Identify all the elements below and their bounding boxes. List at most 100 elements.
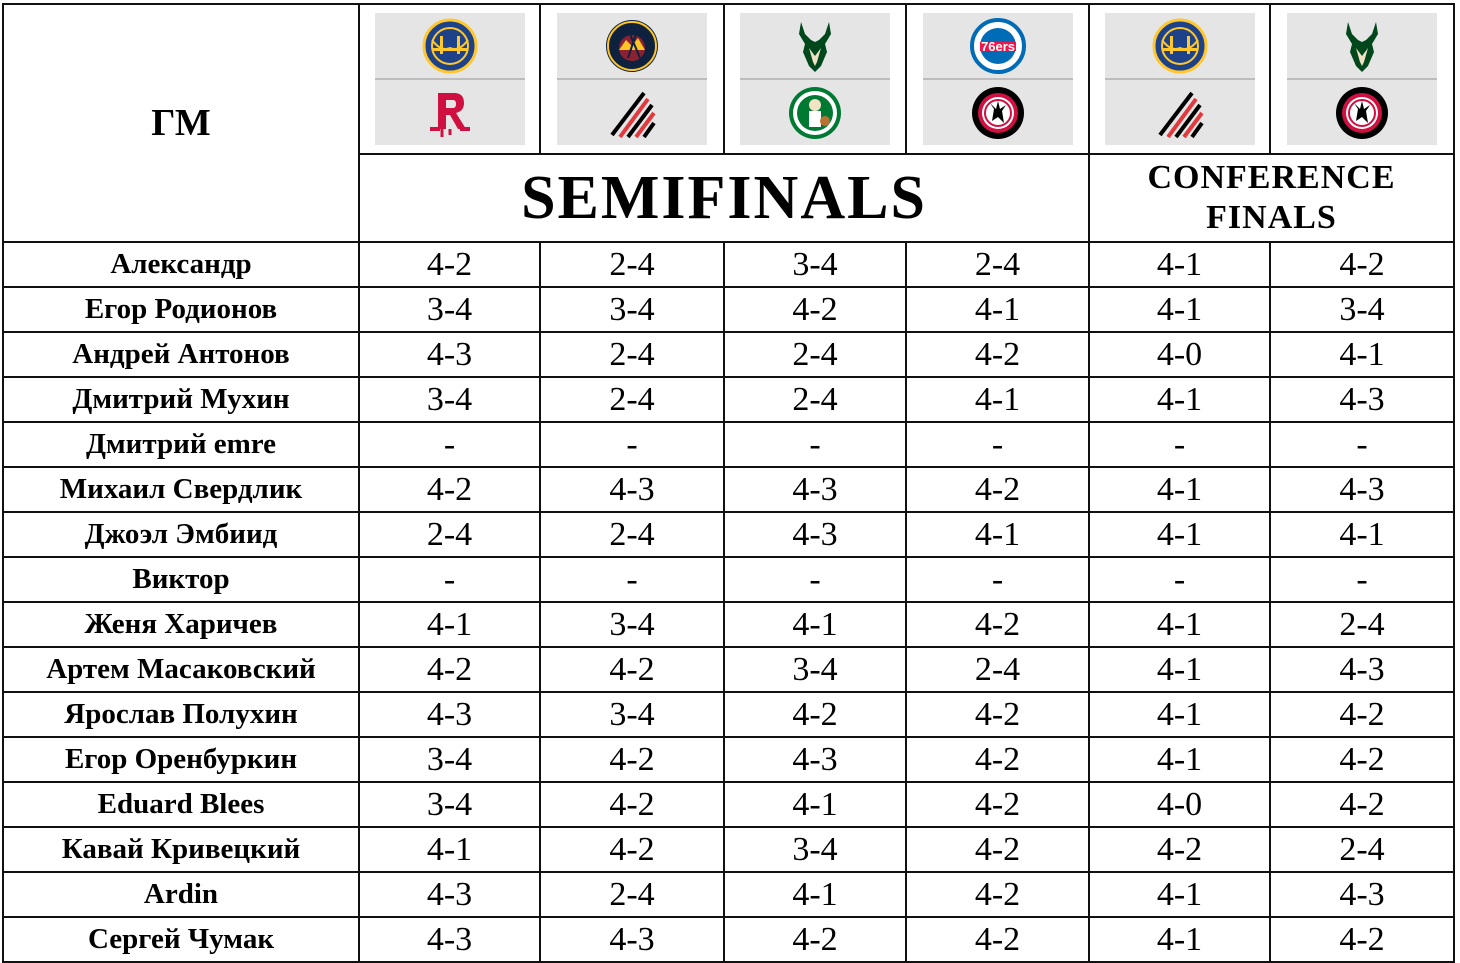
bucks-logo-icon bbox=[799, 21, 831, 72]
table-row: Александр 4-2 2-4 3-4 2-4 4-1 4-2 bbox=[2, 241, 1455, 288]
series-pick: 3-4 bbox=[723, 826, 907, 873]
series-pick: 3-4 bbox=[723, 241, 907, 288]
series-pick: 4-2 bbox=[1269, 691, 1455, 738]
raptors-logo-box bbox=[922, 78, 1073, 145]
gm-name: Кавай Кривецкий bbox=[2, 826, 360, 873]
series-pick: 2-4 bbox=[1269, 601, 1455, 648]
series-pick: 4-2 bbox=[539, 646, 725, 693]
gm-name: Ardin bbox=[2, 871, 360, 918]
matchup-header bbox=[358, 3, 541, 155]
series-pick: - bbox=[539, 421, 725, 468]
series-pick: - bbox=[1269, 421, 1455, 468]
series-pick: 4-1 bbox=[1088, 691, 1271, 738]
series-pick: 4-2 bbox=[1269, 736, 1455, 783]
series-pick: 4-1 bbox=[723, 871, 907, 918]
table-row: Артем Масаковский 4-2 4-2 3-4 2-4 4-1 4-3 bbox=[2, 646, 1455, 693]
matchup-logos bbox=[557, 13, 707, 145]
series-pick: 2-4 bbox=[905, 646, 1090, 693]
series-pick: 4-1 bbox=[358, 601, 541, 648]
series-pick: 4-2 bbox=[905, 916, 1090, 963]
series-pick: - bbox=[905, 556, 1090, 603]
series-pick: 4-3 bbox=[539, 466, 725, 513]
bucks-logo-box bbox=[1287, 13, 1437, 78]
table-row: Виктор - - - - - - bbox=[2, 556, 1455, 603]
series-pick: 4-2 bbox=[905, 466, 1090, 513]
table-row: Егор Родионов 3-4 3-4 4-2 4-1 4-1 3-4 bbox=[2, 286, 1455, 333]
series-pick: 2-4 bbox=[539, 241, 725, 288]
gm-name: Сергей Чумак bbox=[2, 916, 360, 963]
gm-column-header: ГМ bbox=[2, 3, 360, 243]
series-pick: 4-1 bbox=[723, 781, 907, 828]
gm-name: Eduard Blees bbox=[2, 781, 360, 828]
prediction-rows: Александр 4-2 2-4 3-4 2-4 4-1 4-2 Егор Родионов… bbox=[2, 241, 1455, 963]
series-pick: 4-1 bbox=[1088, 511, 1271, 558]
series-pick: - bbox=[905, 421, 1090, 468]
trail-blazers-logo-icon bbox=[1157, 91, 1204, 138]
table-row: Дмитрий emre - - - - - - bbox=[2, 421, 1455, 468]
matchup-header: 76ers bbox=[905, 3, 1090, 155]
series-pick: 4-1 bbox=[1088, 736, 1271, 783]
series-pick: 4-2 bbox=[905, 691, 1090, 738]
trail-blazers-logo-box bbox=[557, 78, 707, 145]
series-pick: 4-1 bbox=[905, 511, 1090, 558]
series-pick: 2-4 bbox=[1269, 826, 1455, 873]
raptors-logo-icon bbox=[971, 86, 1024, 139]
gm-name: Егор Оренбуркин bbox=[2, 736, 360, 783]
svg-text:76ers: 76ers bbox=[981, 39, 1015, 54]
warriors-logo-box bbox=[1104, 13, 1255, 78]
series-pick: 4-2 bbox=[358, 241, 541, 288]
rockets-logo-icon bbox=[429, 92, 470, 137]
table-row: Михаил Свердлик 4-2 4-3 4-3 4-2 4-1 4-3 bbox=[2, 466, 1455, 513]
series-pick: 4-2 bbox=[723, 286, 907, 333]
series-pick: 4-3 bbox=[358, 691, 541, 738]
series-pick: 4-3 bbox=[1269, 871, 1455, 918]
series-pick: 4-1 bbox=[358, 826, 541, 873]
table-row: Андрей Антонов 4-3 2-4 2-4 4-2 4-0 4-1 bbox=[2, 331, 1455, 378]
series-pick: 4-1 bbox=[905, 376, 1090, 423]
rockets-logo-box bbox=[374, 78, 525, 145]
series-pick: 3-4 bbox=[358, 736, 541, 783]
series-pick: - bbox=[723, 421, 907, 468]
series-pick: - bbox=[723, 556, 907, 603]
series-pick: - bbox=[1269, 556, 1455, 603]
series-pick: 4-3 bbox=[358, 916, 541, 963]
series-pick: 4-3 bbox=[723, 466, 907, 513]
warriors-logo-icon bbox=[422, 18, 477, 73]
series-pick: 2-4 bbox=[723, 376, 907, 423]
series-pick: 4-2 bbox=[905, 601, 1090, 648]
gm-name: Виктор bbox=[2, 556, 360, 603]
gm-name: Джоэл Эмбиид bbox=[2, 511, 360, 558]
series-pick: 4-2 bbox=[1088, 826, 1271, 873]
gm-name: Михаил Свердлик bbox=[2, 466, 360, 513]
series-pick: 4-3 bbox=[723, 736, 907, 783]
table-row: Ardin 4-3 2-4 4-1 4-2 4-1 4-3 bbox=[2, 871, 1455, 918]
series-pick: 4-3 bbox=[723, 511, 907, 558]
table-row: Женя Харичев 4-1 3-4 4-1 4-2 4-1 2-4 bbox=[2, 601, 1455, 648]
series-pick: 4-1 bbox=[905, 286, 1090, 333]
table-row: Eduard Blees 3-4 4-2 4-1 4-2 4-0 4-2 bbox=[2, 781, 1455, 828]
series-pick: 4-2 bbox=[905, 736, 1090, 783]
bucks-logo-icon bbox=[1346, 21, 1378, 72]
series-pick: 2-4 bbox=[358, 511, 541, 558]
76ers-logo-box: 76ers bbox=[922, 13, 1073, 78]
series-pick: - bbox=[1088, 421, 1271, 468]
series-pick: 4-2 bbox=[539, 736, 725, 783]
series-pick: 2-4 bbox=[905, 241, 1090, 288]
series-pick: 2-4 bbox=[723, 331, 907, 378]
series-pick: 2-4 bbox=[539, 511, 725, 558]
matchup-logos bbox=[374, 13, 525, 145]
series-pick: 4-3 bbox=[1269, 646, 1455, 693]
series-pick: 4-2 bbox=[1269, 781, 1455, 828]
predictions-table: ГМ bbox=[2, 3, 1455, 963]
series-pick: 4-3 bbox=[358, 871, 541, 918]
series-pick: 4-1 bbox=[1088, 871, 1271, 918]
series-pick: 4-1 bbox=[1088, 646, 1271, 693]
series-pick: 4-2 bbox=[723, 691, 907, 738]
semifinals-header: SEMIFINALS bbox=[358, 153, 1090, 243]
series-pick: 3-4 bbox=[539, 691, 725, 738]
table-row: Егор Оренбуркин 3-4 4-2 4-3 4-2 4-1 4-2 bbox=[2, 736, 1455, 783]
bucks-logo-box bbox=[740, 13, 890, 78]
series-pick: 4-2 bbox=[905, 781, 1090, 828]
series-pick: 3-4 bbox=[358, 376, 541, 423]
series-pick: 4-1 bbox=[1269, 511, 1455, 558]
